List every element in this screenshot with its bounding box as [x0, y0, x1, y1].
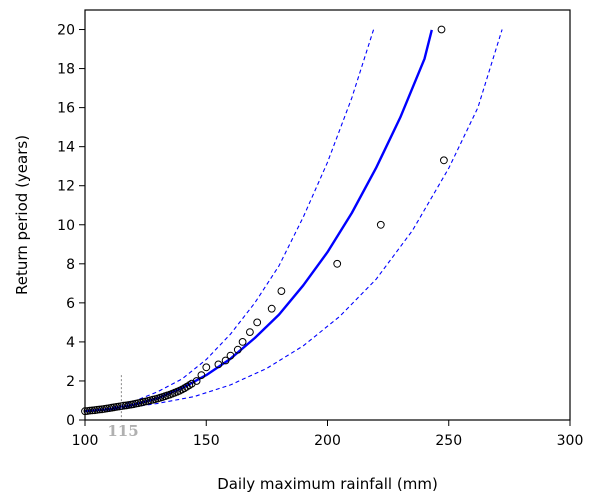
data-point	[277, 287, 286, 296]
data-point	[333, 259, 342, 268]
annotation-label: 115	[107, 422, 138, 440]
y-tick-label: 16	[57, 101, 75, 117]
data-point	[102, 404, 111, 413]
x-tick-label: 150	[193, 433, 220, 449]
annotation-layer: 115	[107, 375, 139, 440]
y-axis: 0 2 4 6 8 10 12 14 16 18 20	[57, 23, 85, 429]
y-axis-title: Return period (years)	[13, 135, 31, 295]
y-tick-label: 12	[57, 179, 75, 195]
x-axis-title: Daily maximum rainfall (mm)	[217, 475, 438, 493]
y-tick-label: 6	[66, 296, 75, 312]
y-tick-label: 20	[57, 23, 75, 39]
data-point	[88, 406, 97, 415]
data-point	[246, 328, 254, 337]
x-axis: 100 150 200 250 300	[72, 420, 584, 449]
data-point	[267, 304, 276, 313]
data-point	[119, 401, 128, 410]
data-point	[238, 338, 247, 346]
y-tick-label: 14	[57, 140, 75, 156]
data-point	[122, 401, 131, 410]
data-point	[202, 363, 211, 372]
data-point	[185, 381, 194, 390]
y-tick-label: 10	[57, 218, 75, 234]
y-tick-label: 18	[57, 62, 75, 78]
data-point	[95, 405, 104, 414]
lower-bound-curve	[84, 29, 503, 412]
x-tick-label: 100	[72, 433, 99, 449]
data-point	[440, 156, 448, 165]
points-layer	[81, 25, 448, 416]
data-point	[197, 371, 206, 380]
y-tick-label: 2	[66, 374, 75, 390]
data-point	[437, 25, 446, 34]
data-point	[192, 377, 201, 385]
data-point	[93, 405, 101, 414]
x-tick-label: 200	[314, 433, 341, 449]
y-tick-label: 0	[66, 413, 75, 429]
y-tick-label: 4	[66, 335, 75, 351]
x-tick-label: 250	[435, 433, 462, 449]
data-point	[233, 345, 242, 354]
data-point	[253, 318, 262, 327]
data-point	[221, 356, 230, 365]
data-point	[226, 351, 235, 360]
fit-curve	[84, 29, 433, 413]
data-point	[85, 406, 94, 415]
x-tick-label: 300	[557, 433, 584, 449]
data-point	[376, 220, 385, 229]
data-point	[214, 360, 223, 369]
y-tick-label: 8	[66, 257, 75, 273]
data-point	[112, 403, 121, 411]
